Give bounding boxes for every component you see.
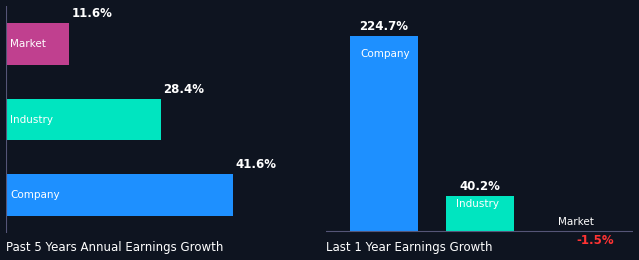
Text: Company: Company <box>10 190 59 200</box>
Text: 28.4%: 28.4% <box>163 83 204 96</box>
Text: 40.2%: 40.2% <box>459 180 500 193</box>
Bar <box>6 174 233 216</box>
Text: Market: Market <box>10 39 46 49</box>
Bar <box>543 231 610 232</box>
X-axis label: Last 1 Year Earnings Growth: Last 1 Year Earnings Growth <box>327 242 493 255</box>
X-axis label: Past 5 Years Annual Earnings Growth: Past 5 Years Annual Earnings Growth <box>6 242 223 255</box>
Bar <box>447 196 514 231</box>
Bar <box>6 23 69 65</box>
Text: Company: Company <box>360 49 410 59</box>
Bar <box>6 99 161 140</box>
Text: Market: Market <box>558 217 594 227</box>
Text: 224.7%: 224.7% <box>360 20 408 32</box>
Text: -1.5%: -1.5% <box>576 235 613 248</box>
Text: 11.6%: 11.6% <box>71 7 112 20</box>
Text: 41.6%: 41.6% <box>235 158 276 171</box>
Bar <box>350 36 417 231</box>
Text: Industry: Industry <box>10 115 53 125</box>
Text: Industry: Industry <box>456 199 500 209</box>
